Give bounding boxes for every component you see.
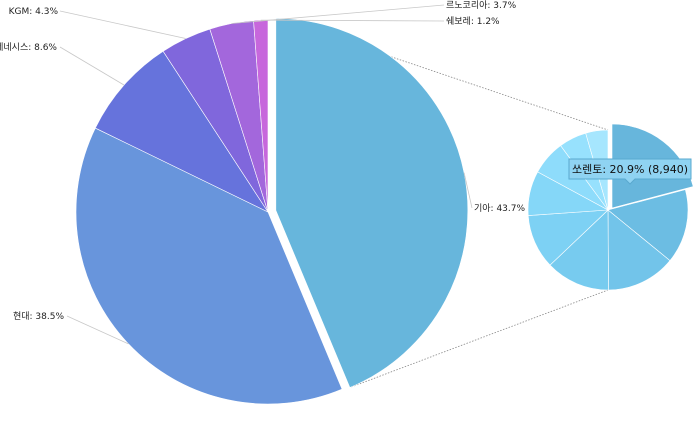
label-leader-3: [59, 10, 186, 39]
slice-label-0: 기아: 43.7%: [474, 203, 525, 214]
slice-tooltip: 쏘렌토: 20.9% (8,940): [568, 158, 692, 185]
label-leader-5: [260, 19, 445, 22]
breakdown-slice-2[interactable]: [607, 209, 671, 291]
tooltip-box: [568, 158, 692, 185]
breakdown-slice-3[interactable]: [549, 209, 609, 291]
label-leader-1: [66, 315, 129, 345]
connector-line-1: [351, 289, 609, 388]
main-pie: [75, 18, 469, 405]
main-pie-labels: 기아: 43.7% 현대: 38.5% 제네시스: 8.6% KGM: 4.3% 르노코…: [0, 0, 525, 345]
slice-label-1: 현대: 38.5%: [13, 311, 64, 322]
label-leader-0: [463, 172, 473, 209]
slice-label-3: KGM: 4.3%: [9, 7, 59, 17]
main-slice-2[interactable]: [94, 50, 269, 213]
label-leader-2: [59, 46, 125, 86]
tooltip-text: 쏘렌토: 20.9% (8,940): [572, 163, 688, 176]
slice-label-4: 르노코리아: 3.7%: [446, 0, 517, 11]
slice-label-5: 쉐보레: 1.2%: [446, 16, 500, 27]
slice-label-2: 제네시스: 8.6%: [0, 42, 57, 53]
breakdown-slice-1[interactable]: [607, 189, 689, 262]
breakdown-pie: [527, 123, 694, 291]
main-slice-1[interactable]: [75, 127, 343, 405]
